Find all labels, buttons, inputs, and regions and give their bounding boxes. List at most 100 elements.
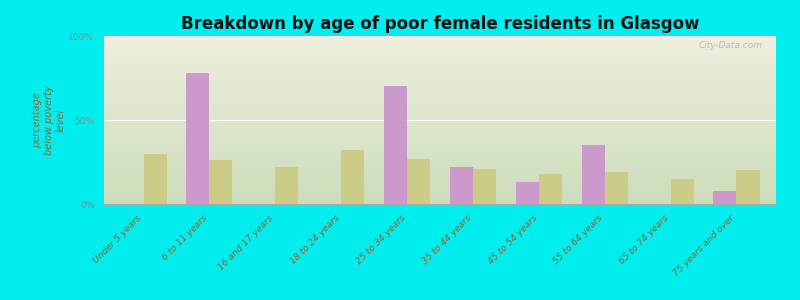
- Bar: [104, 97, 776, 98]
- Bar: [104, 100, 776, 101]
- Bar: [104, 123, 776, 124]
- Bar: [143, 154, 166, 204]
- Bar: [104, 102, 776, 103]
- Bar: [104, 55, 776, 56]
- Bar: [104, 197, 776, 198]
- Bar: [104, 179, 776, 180]
- Bar: [104, 121, 776, 122]
- Bar: [104, 130, 776, 131]
- Bar: [104, 66, 776, 67]
- Bar: [104, 61, 776, 62]
- Bar: [104, 185, 776, 186]
- Bar: [104, 72, 776, 73]
- Bar: [104, 194, 776, 195]
- Bar: [104, 134, 776, 135]
- Bar: [104, 153, 776, 154]
- Bar: [104, 146, 776, 147]
- Bar: [539, 174, 562, 204]
- Bar: [104, 166, 776, 167]
- Bar: [605, 172, 628, 204]
- Bar: [210, 160, 233, 204]
- Bar: [104, 70, 776, 71]
- Bar: [104, 190, 776, 191]
- Bar: [670, 179, 694, 204]
- Bar: [582, 145, 605, 204]
- Bar: [104, 110, 776, 111]
- Bar: [104, 81, 776, 82]
- Bar: [104, 52, 776, 53]
- Bar: [104, 103, 776, 104]
- Bar: [104, 65, 776, 66]
- Bar: [104, 196, 776, 197]
- Text: City-Data.com: City-Data.com: [698, 41, 762, 50]
- Bar: [104, 200, 776, 201]
- Bar: [275, 167, 298, 204]
- Bar: [104, 60, 776, 61]
- Bar: [104, 90, 776, 91]
- Bar: [104, 115, 776, 116]
- Bar: [104, 192, 776, 193]
- Bar: [104, 186, 776, 187]
- Bar: [104, 69, 776, 70]
- Bar: [104, 45, 776, 46]
- Bar: [104, 119, 776, 120]
- Bar: [104, 104, 776, 105]
- Bar: [104, 50, 776, 51]
- Bar: [104, 114, 776, 115]
- Bar: [104, 137, 776, 138]
- Bar: [104, 83, 776, 84]
- Bar: [104, 191, 776, 192]
- Bar: [104, 105, 776, 106]
- Bar: [104, 181, 776, 182]
- Bar: [104, 169, 776, 170]
- Bar: [104, 129, 776, 130]
- Bar: [104, 182, 776, 183]
- Bar: [714, 190, 737, 204]
- Bar: [104, 184, 776, 185]
- Bar: [104, 57, 776, 58]
- Bar: [104, 111, 776, 112]
- Bar: [104, 63, 776, 64]
- Bar: [104, 107, 776, 108]
- Bar: [104, 64, 776, 65]
- Bar: [104, 154, 776, 155]
- Bar: [104, 126, 776, 127]
- Bar: [104, 116, 776, 117]
- Bar: [104, 152, 776, 153]
- Bar: [104, 86, 776, 87]
- Bar: [104, 140, 776, 141]
- Bar: [104, 133, 776, 134]
- Bar: [104, 77, 776, 78]
- Bar: [104, 193, 776, 194]
- Bar: [104, 75, 776, 76]
- Bar: [104, 73, 776, 74]
- Bar: [104, 118, 776, 119]
- Bar: [104, 164, 776, 165]
- Bar: [104, 56, 776, 57]
- Bar: [104, 199, 776, 200]
- Bar: [104, 122, 776, 123]
- Bar: [737, 170, 759, 204]
- Bar: [104, 48, 776, 49]
- Bar: [104, 170, 776, 171]
- Y-axis label: percentage
below poverty
level: percentage below poverty level: [33, 85, 66, 155]
- Bar: [104, 132, 776, 133]
- Bar: [104, 67, 776, 68]
- Bar: [104, 187, 776, 188]
- Bar: [104, 59, 776, 60]
- Bar: [104, 120, 776, 121]
- Bar: [104, 180, 776, 181]
- Bar: [104, 88, 776, 89]
- Bar: [104, 109, 776, 110]
- Bar: [104, 157, 776, 158]
- Bar: [104, 178, 776, 179]
- Bar: [104, 183, 776, 184]
- Bar: [473, 169, 496, 204]
- Bar: [104, 163, 776, 164]
- Bar: [104, 113, 776, 114]
- Bar: [104, 76, 776, 77]
- Bar: [104, 112, 776, 113]
- Bar: [341, 150, 364, 204]
- Bar: [104, 54, 776, 55]
- Bar: [104, 158, 776, 159]
